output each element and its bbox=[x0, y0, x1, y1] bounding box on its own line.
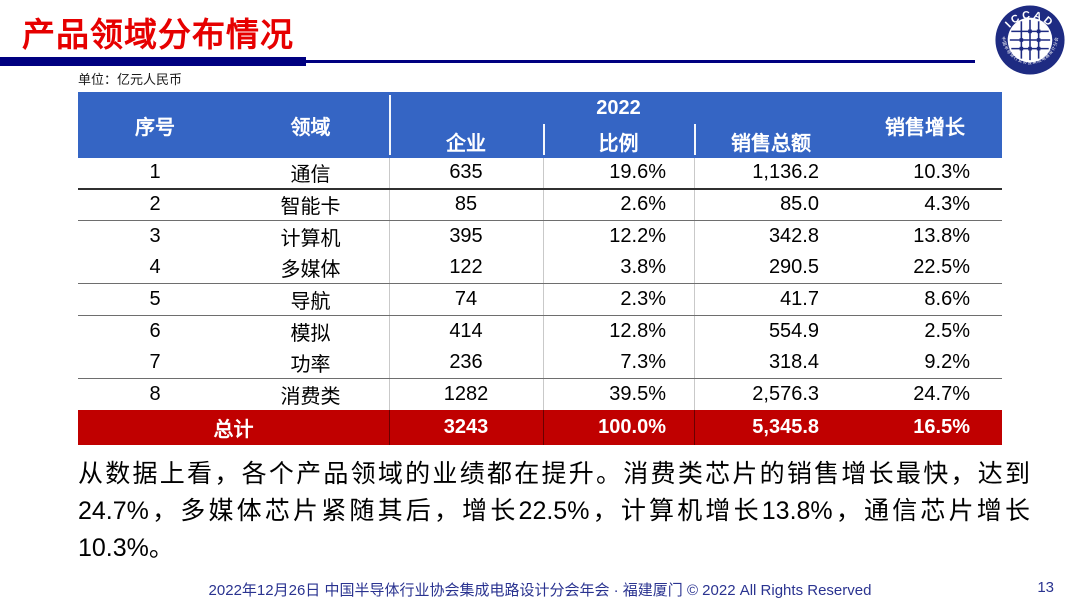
cell-sales: 41.7 bbox=[780, 287, 819, 310]
cell-companies: 85 bbox=[454, 193, 478, 216]
cell-growth: 4.3% bbox=[924, 193, 970, 216]
cell-growth: 2.5% bbox=[924, 319, 970, 342]
cell-share: 7.3% bbox=[620, 350, 666, 373]
header-col-share: 比例 bbox=[598, 132, 639, 155]
unit-label: 单位：亿元人民币 bbox=[78, 72, 183, 87]
total-row-divider bbox=[389, 410, 390, 445]
header-col-growth: 销售增长 bbox=[885, 116, 965, 139]
cell-no: 7 bbox=[149, 350, 161, 373]
cell-growth: 9.2% bbox=[924, 350, 970, 373]
title-underline-bar bbox=[0, 57, 306, 66]
cell-companies: 1282 bbox=[443, 382, 489, 405]
data-table: 序号 领域 2022 企业 比例 销售总额 销售增长 1 通信 635 19.6… bbox=[78, 92, 1002, 445]
cell-no: 4 bbox=[149, 256, 161, 279]
cell-share: 12.2% bbox=[609, 225, 666, 248]
cell-share: 39.5% bbox=[609, 382, 666, 405]
cell-share: 12.8% bbox=[609, 319, 666, 342]
cell-growth: 22.5% bbox=[913, 256, 970, 279]
header-divider bbox=[543, 124, 545, 155]
total-growth: 16.5% bbox=[913, 416, 970, 438]
cell-domain: 模拟 bbox=[290, 322, 331, 345]
cell-companies: 236 bbox=[449, 350, 483, 373]
cell-no: 3 bbox=[149, 225, 161, 248]
table-row: 3 计算机 395 12.2% 342.8 13.8% bbox=[78, 221, 1002, 253]
cell-no: 5 bbox=[149, 287, 161, 310]
table-row: 8 消费类 1282 39.5% 2,576.3 24.7% bbox=[78, 379, 1002, 411]
table-header: 序号 领域 2022 企业 比例 销售总额 销售增长 bbox=[78, 92, 1002, 158]
cell-no: 8 bbox=[149, 382, 161, 405]
cell-share: 2.6% bbox=[620, 193, 666, 216]
table-total-row: 总计 3243 100.0% 5,345.8 16.5% bbox=[78, 410, 1002, 445]
footer-text: 2022年12月26日 中国半导体行业协会集成电路设计分会年会 · 福建厦门 ©… bbox=[208, 582, 872, 599]
cell-share: 19.6% bbox=[609, 161, 666, 184]
cell-companies: 74 bbox=[454, 287, 478, 310]
page-number: 13 bbox=[1037, 579, 1054, 596]
cell-sales: 290.5 bbox=[768, 256, 819, 279]
header-col-domain: 领域 bbox=[290, 116, 331, 139]
cell-growth: 8.6% bbox=[924, 287, 970, 310]
header-year-group: 2022 bbox=[596, 96, 641, 119]
cell-no: 1 bbox=[149, 161, 161, 184]
cell-companies: 414 bbox=[449, 319, 483, 342]
cell-no: 6 bbox=[149, 319, 161, 342]
cell-sales: 318.4 bbox=[768, 350, 819, 373]
total-label: 总计 bbox=[213, 419, 254, 441]
total-row-divider bbox=[694, 410, 695, 445]
cell-domain: 消费类 bbox=[280, 385, 341, 408]
cell-domain: 通信 bbox=[290, 164, 331, 187]
iccad-logo: ICCAD 中国半导体行业协会集成电路设计分会 bbox=[994, 4, 1066, 76]
cell-no: 2 bbox=[149, 193, 161, 216]
table-row: 5 导航 74 2.3% 41.7 8.6% bbox=[78, 284, 1002, 316]
cell-domain: 计算机 bbox=[280, 228, 341, 251]
total-sales: 5,345.8 bbox=[752, 416, 819, 438]
cell-growth: 10.3% bbox=[913, 161, 970, 184]
iccad-logo-icon: ICCAD 中国半导体行业协会集成电路设计分会 bbox=[995, 5, 1065, 75]
header-col-sales: 销售总额 bbox=[731, 132, 811, 155]
table-row: 7 功率 236 7.3% 318.4 9.2% bbox=[78, 347, 1002, 379]
total-row-divider bbox=[543, 410, 544, 445]
cell-sales: 85.0 bbox=[780, 193, 819, 216]
column-gridline bbox=[694, 158, 695, 410]
cell-sales: 1,136.2 bbox=[752, 161, 819, 184]
header-divider bbox=[389, 95, 391, 155]
table-row: 4 多媒体 122 3.8% 290.5 22.5% bbox=[78, 253, 1002, 284]
cell-domain: 导航 bbox=[290, 290, 331, 313]
cell-companies: 122 bbox=[449, 256, 483, 279]
total-companies: 3243 bbox=[443, 416, 489, 438]
page-title: 产品领域分布情况 bbox=[22, 16, 294, 53]
cell-growth: 24.7% bbox=[913, 382, 970, 405]
cell-sales: 2,576.3 bbox=[752, 382, 819, 405]
cell-share: 3.8% bbox=[620, 256, 666, 279]
ic-grid-icon bbox=[1019, 29, 1041, 51]
cell-domain: 智能卡 bbox=[280, 196, 341, 219]
column-gridline bbox=[389, 158, 390, 410]
title-underline-line bbox=[306, 60, 975, 63]
column-gridlines bbox=[78, 158, 1002, 410]
header-col-no: 序号 bbox=[135, 116, 175, 139]
table-body: 1 通信 635 19.6% 1,136.2 10.3% 2 智能卡 85 2.… bbox=[78, 158, 1002, 410]
table-row: 2 智能卡 85 2.6% 85.0 4.3% bbox=[78, 190, 1002, 221]
cell-companies: 395 bbox=[449, 225, 483, 248]
cell-domain: 多媒体 bbox=[280, 259, 341, 282]
cell-sales: 342.8 bbox=[768, 225, 819, 248]
summary-paragraph: 从数据上看，各个产品领域的业绩都在提升。消费类芯片的销售增长最快，达到24.7%… bbox=[78, 460, 1030, 562]
cell-growth: 13.8% bbox=[913, 225, 970, 248]
cell-companies: 635 bbox=[449, 161, 483, 184]
cell-domain: 功率 bbox=[290, 353, 331, 376]
cell-sales: 554.9 bbox=[768, 319, 819, 342]
cell-share: 2.3% bbox=[620, 287, 666, 310]
table-row: 6 模拟 414 12.8% 554.9 2.5% bbox=[78, 316, 1002, 348]
table-row: 1 通信 635 19.6% 1,136.2 10.3% bbox=[78, 158, 1002, 190]
column-gridline bbox=[543, 158, 544, 410]
total-share: 100.0% bbox=[598, 416, 666, 438]
table-body-wrap: 1 通信 635 19.6% 1,136.2 10.3% 2 智能卡 85 2.… bbox=[78, 158, 1002, 410]
header-divider bbox=[694, 124, 696, 155]
header-col-companies: 企业 bbox=[446, 132, 486, 155]
